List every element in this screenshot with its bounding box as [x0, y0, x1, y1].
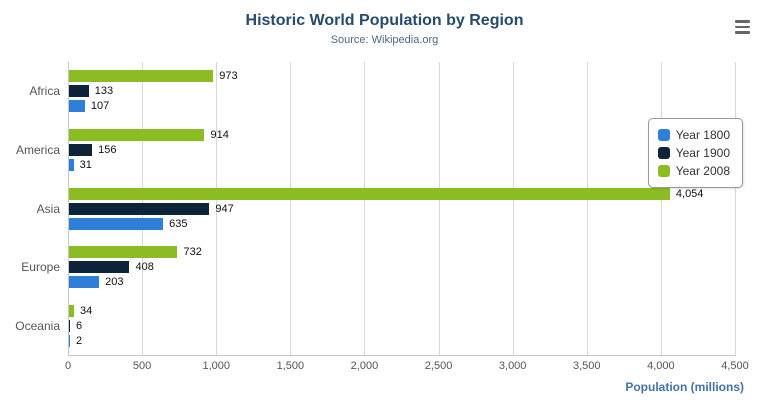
data-label: 947: [215, 202, 234, 215]
data-label: 2: [76, 334, 83, 347]
legend-label: Year 2008: [675, 164, 730, 178]
gridline: [438, 62, 440, 355]
data-label: 4,054: [675, 187, 704, 200]
gridline: [290, 62, 292, 355]
bar-oceania-year-1900[interactable]: [69, 319, 70, 332]
data-label: 973: [219, 70, 238, 83]
x-tick-label: 500: [132, 360, 152, 372]
category-label-africa: Africa: [29, 84, 60, 99]
bar-america-year-2008[interactable]: [69, 128, 205, 141]
data-label: 732: [183, 246, 202, 259]
x-axis-title: Population (millions): [625, 380, 744, 394]
bar-asia-year-1900[interactable]: [69, 202, 210, 215]
bar-asia-year-1800[interactable]: [69, 217, 164, 230]
data-label: 914: [210, 128, 229, 141]
gridline: [586, 62, 588, 355]
legend-swatch-icon: [657, 129, 670, 141]
data-label: 133: [94, 85, 114, 98]
x-tick-label: 4,000: [647, 360, 675, 372]
bar-oceania-year-2008[interactable]: [69, 304, 75, 317]
bar-america-year-1900[interactable]: [69, 143, 93, 156]
bar-america-year-1800[interactable]: [69, 158, 74, 171]
category-label-oceania: Oceania: [15, 318, 60, 333]
category-label-america: America: [15, 142, 60, 157]
legend-swatch-icon: [657, 147, 670, 159]
bar-oceania-year-1800[interactable]: [69, 334, 70, 347]
bar-europe-year-1800[interactable]: [69, 276, 100, 289]
data-label: 6: [76, 319, 83, 332]
legend-label: Year 1800: [675, 128, 730, 142]
gridline: [364, 62, 366, 355]
export-menu-button[interactable]: [731, 18, 753, 36]
category-label-europe: Europe: [21, 260, 60, 275]
data-label: 34: [80, 304, 93, 317]
chart-title: Historic World Population by Region: [245, 12, 524, 29]
bar-europe-year-2008[interactable]: [69, 246, 178, 259]
plot-area: 973 133 107 914 156 31 4,054 947 635 732 408 203 34 6…: [68, 62, 736, 356]
gridline: [216, 62, 218, 355]
legend-item-year-1800[interactable]: Year 1800: [657, 126, 730, 144]
data-label: 408: [135, 261, 154, 274]
bar-africa-year-1900[interactable]: [69, 85, 89, 98]
legend-item-year-2008[interactable]: Year 2008: [657, 162, 730, 180]
gridline: [735, 62, 736, 355]
x-tick-label: 2,500: [424, 360, 453, 372]
gridline: [512, 62, 514, 355]
data-label: 156: [98, 143, 117, 156]
x-tick-label: 1,000: [202, 360, 230, 372]
legend-swatch-icon: [657, 165, 670, 177]
data-label: 203: [105, 276, 124, 289]
legend: Year 1800 Year 1900 Year 2008: [647, 118, 743, 188]
data-label: 635: [169, 217, 188, 230]
x-tick-label: 3,500: [573, 360, 601, 372]
x-tick-label: 1,500: [276, 360, 305, 372]
data-label: 107: [90, 100, 110, 113]
bar-asia-year-2008[interactable]: [69, 187, 670, 200]
x-tick-label: 4,500: [721, 360, 749, 372]
bar-africa-year-1800[interactable]: [69, 100, 85, 113]
legend-item-year-1900[interactable]: Year 1900: [657, 144, 730, 162]
gridline: [660, 62, 662, 355]
x-tick-label: 3,000: [498, 360, 527, 372]
bar-europe-year-1900[interactable]: [69, 261, 130, 274]
bar-africa-year-2008[interactable]: [69, 70, 214, 83]
category-label-asia: Asia: [36, 201, 60, 216]
x-tick-label: 0: [64, 360, 72, 372]
data-label: 31: [79, 158, 92, 171]
legend-label: Year 1900: [675, 146, 730, 160]
chart-subtitle: Source: Wikipedia.org: [330, 34, 439, 46]
x-tick-label: 2,000: [350, 360, 379, 372]
